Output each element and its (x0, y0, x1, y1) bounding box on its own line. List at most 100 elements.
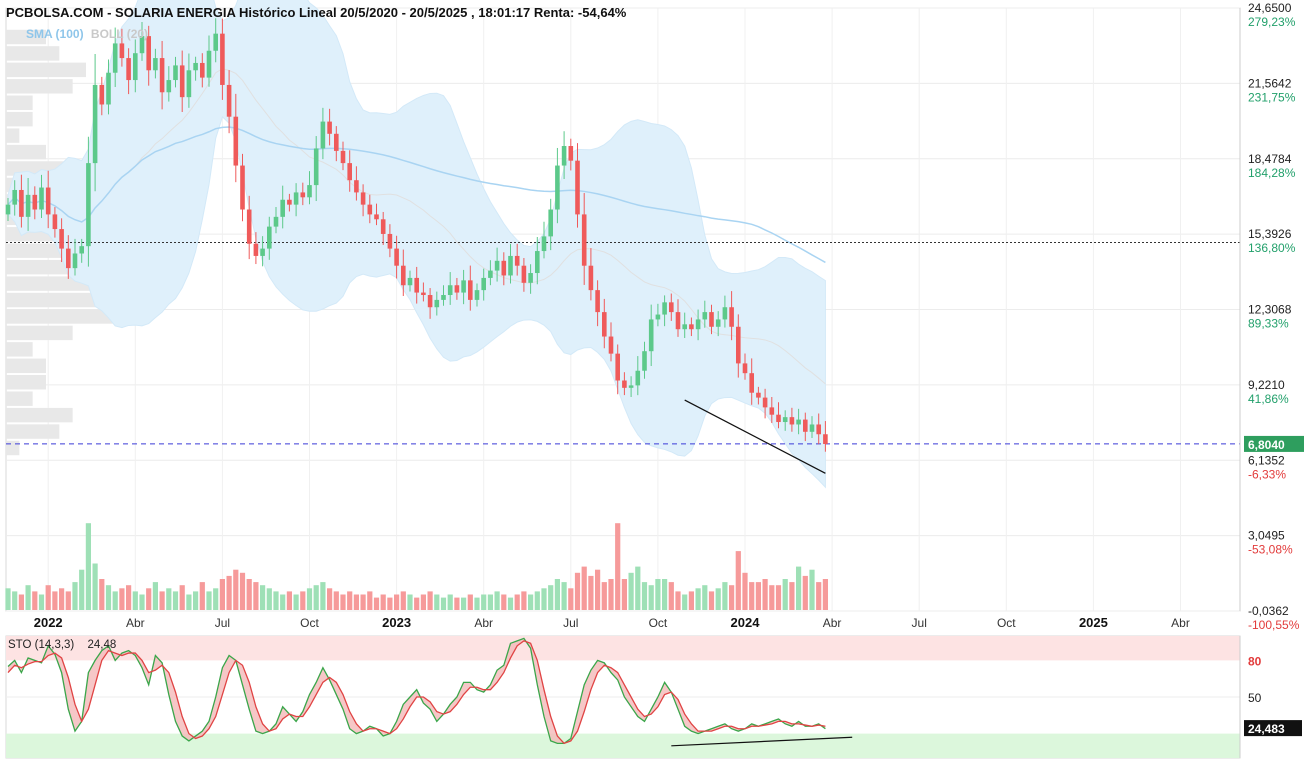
candle (789, 407, 795, 432)
volume-bar (219, 579, 225, 610)
candle (307, 171, 312, 205)
volume-bar (802, 575, 808, 610)
volume-bar (749, 582, 755, 610)
candle (39, 174, 44, 218)
profile-bar (6, 95, 33, 110)
volume-bar (742, 572, 748, 610)
volume-bar (722, 582, 728, 610)
candle (200, 53, 205, 88)
volume-bar (628, 572, 634, 610)
price-tick-label: -0,0362 (1248, 604, 1289, 618)
volume-bar (139, 594, 145, 610)
candle (380, 211, 386, 245)
current-price-tag (1244, 435, 1304, 452)
candle (12, 180, 17, 216)
candle (280, 185, 285, 229)
volume-bar (407, 594, 413, 610)
candle (454, 277, 460, 300)
volume-bar (5, 588, 11, 610)
pct-tick-label: 136,80% (1248, 241, 1296, 255)
candle (468, 265, 473, 311)
price-trend-line (684, 399, 826, 474)
volume-bar (360, 594, 366, 610)
volume-bar (668, 582, 674, 610)
candle (220, 18, 225, 100)
volume-bar (682, 594, 688, 610)
profile-bar (6, 144, 46, 160)
pct-tick-label: -100,55% (1248, 618, 1300, 632)
candle (334, 126, 339, 162)
candle (92, 54, 98, 192)
candle (682, 312, 687, 339)
indicator-legend: SMA (100) BOLL (20) (26, 27, 148, 41)
stochastic-value: 24,48 (87, 639, 117, 651)
candle (360, 184, 366, 217)
candle (749, 358, 754, 405)
volume-bar (474, 597, 480, 610)
candle (106, 59, 111, 115)
volume-bar (72, 582, 78, 610)
volume-bar (568, 588, 574, 610)
volume-bar (548, 585, 554, 610)
stochastic-label[interactable]: STO (14,3,3) (8, 639, 75, 651)
volume-bar (132, 591, 138, 610)
volume-bar (293, 594, 299, 610)
volume-bar (574, 572, 581, 610)
candle (501, 252, 507, 286)
candle (387, 224, 393, 258)
volume-bar (447, 594, 453, 610)
candle (581, 193, 587, 285)
candle (535, 236, 540, 285)
candle (575, 143, 580, 228)
candle (313, 136, 319, 202)
candle (548, 198, 553, 251)
x-tick-label: Oct (300, 616, 319, 630)
volume-bar (79, 569, 85, 610)
profile-bar (6, 128, 20, 143)
candle (447, 272, 453, 305)
candle (320, 107, 326, 160)
candle (823, 421, 828, 452)
volume-bar (635, 566, 641, 610)
volume-bar (313, 585, 319, 610)
volume-bar (112, 591, 118, 610)
sma-legend[interactable]: SMA (100) (26, 27, 84, 41)
candle (461, 269, 466, 305)
candle (206, 35, 212, 87)
volume-bar (615, 523, 621, 610)
volume-bar (226, 575, 232, 610)
pct-tick-label: 184,28% (1248, 166, 1296, 180)
candle (394, 235, 399, 279)
volume-bar (715, 588, 721, 610)
price-tick-label: 21,5642 (1248, 76, 1292, 90)
current-price-label: 6,8040 (1248, 438, 1285, 452)
overbought-zone (6, 636, 1240, 661)
candle (59, 218, 64, 263)
pct-tick-label: 279,23% (1248, 15, 1296, 29)
volume-bar (729, 585, 735, 610)
candle (662, 295, 667, 327)
volume-bar (588, 575, 594, 610)
volume-bar (166, 588, 172, 610)
candle (233, 93, 239, 183)
volume-bar (45, 585, 51, 610)
volume-bar (528, 594, 534, 610)
candle (340, 141, 346, 171)
volume-bar (481, 594, 487, 610)
volume-bar (273, 591, 279, 610)
candle (809, 416, 815, 439)
volume-bar (373, 597, 380, 610)
candle (803, 412, 808, 442)
volume-bar (333, 591, 339, 610)
boll-legend[interactable]: BOLL (20) (90, 27, 149, 41)
volume-bar (427, 591, 433, 610)
volume-bar (467, 594, 473, 610)
candle (246, 195, 252, 260)
volume-bar (52, 591, 58, 610)
candle (481, 268, 486, 301)
candle (702, 300, 708, 328)
candle (327, 108, 332, 146)
volume-bar (353, 594, 359, 610)
candle (119, 28, 125, 67)
